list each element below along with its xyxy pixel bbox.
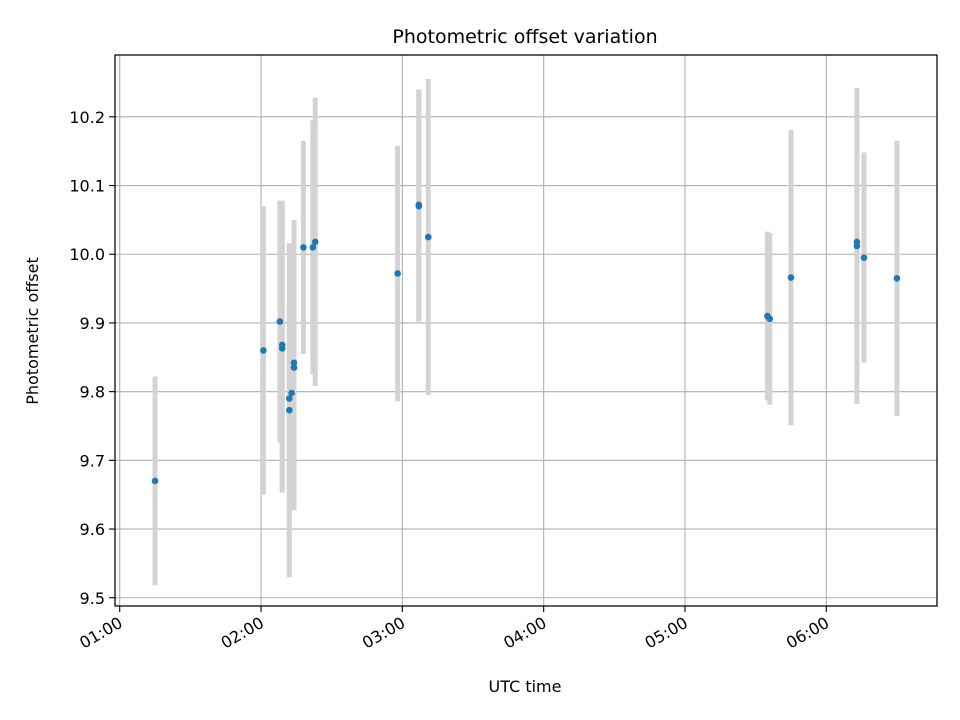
y-tick-label: 9.8 bbox=[80, 383, 105, 402]
data-point bbox=[290, 364, 298, 371]
grid bbox=[115, 55, 937, 606]
y-tick-label: 9.6 bbox=[80, 520, 105, 539]
data-point bbox=[276, 318, 284, 325]
x-axis-title: UTC time bbox=[489, 677, 562, 696]
data-point bbox=[860, 254, 868, 261]
data-point bbox=[766, 315, 774, 323]
data-point bbox=[300, 244, 307, 251]
chart-title: Photometric offset variation bbox=[392, 26, 657, 48]
data-point bbox=[260, 347, 267, 354]
y-tick-label: 9.5 bbox=[80, 589, 105, 608]
data-point bbox=[151, 477, 159, 485]
data-point bbox=[787, 274, 795, 281]
y-tick-label: 10.1 bbox=[69, 177, 105, 196]
y-tick-label: 10.2 bbox=[69, 108, 105, 127]
data-point bbox=[285, 395, 293, 402]
data-point bbox=[278, 345, 286, 352]
data-point bbox=[288, 389, 295, 397]
data-point bbox=[853, 238, 861, 246]
data-point bbox=[415, 202, 423, 210]
data-point bbox=[285, 406, 293, 414]
data-points bbox=[151, 201, 901, 485]
data-point bbox=[424, 233, 432, 241]
data-point bbox=[311, 238, 319, 246]
data-point bbox=[394, 270, 401, 277]
y-tick-label: 9.7 bbox=[80, 451, 105, 470]
data-point bbox=[893, 274, 901, 282]
y-axis: 9.5 9.6 9.7 9.8 9.9 10.0 10.1 10.2 bbox=[69, 108, 115, 608]
y-axis-title: Photometric offset bbox=[23, 257, 42, 405]
y-tick-label: 9.9 bbox=[80, 314, 105, 333]
y-tick-label: 10.0 bbox=[69, 245, 105, 264]
data-point bbox=[290, 359, 298, 367]
plot-frame bbox=[114, 54, 938, 607]
data-point bbox=[309, 244, 317, 251]
